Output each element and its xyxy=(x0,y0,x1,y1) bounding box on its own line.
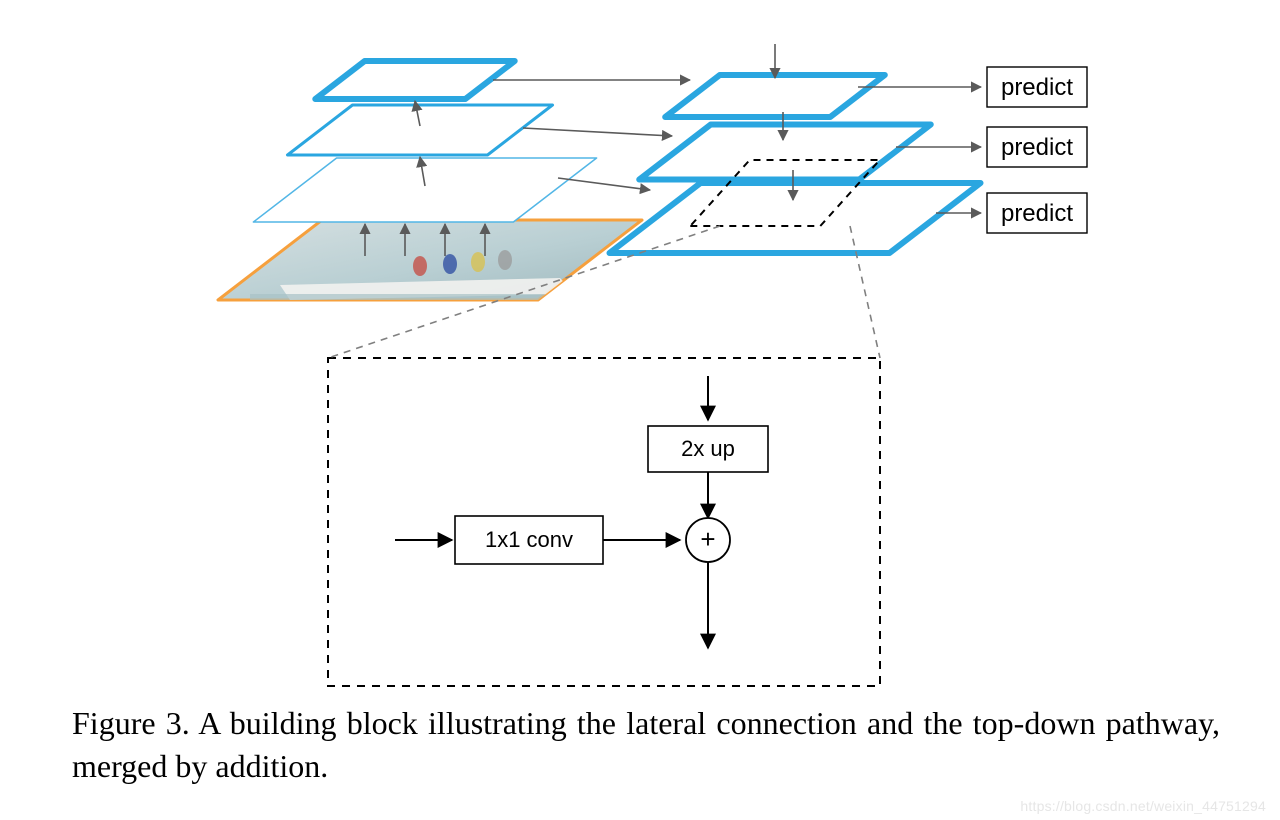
zoom-source-box xyxy=(690,160,879,226)
lateral-arrow-1 xyxy=(523,128,672,136)
left-layer-3 xyxy=(315,61,514,99)
right-layer-0 xyxy=(610,183,981,253)
left-layer-1 xyxy=(253,158,596,222)
figure-svg: predict predict predict 1x1 conv 2x up + xyxy=(0,0,1280,700)
watermark-text: https://blog.csdn.net/weixin_44751294 xyxy=(1020,798,1266,814)
detail-box xyxy=(328,358,880,686)
predict-label-2: predict xyxy=(1001,200,1073,227)
conv-label: 1x1 conv xyxy=(485,527,573,552)
predict-label-0: predict xyxy=(1001,74,1073,101)
upsample-label: 2x up xyxy=(681,436,735,461)
right-layer-2 xyxy=(665,75,885,117)
plus-label: + xyxy=(700,524,715,554)
left-layer-2 xyxy=(288,105,553,155)
right-layer-1 xyxy=(639,125,931,180)
figure-caption: Figure 3. A building block illustrating … xyxy=(72,702,1220,788)
lateral-arrow-2 xyxy=(558,178,650,190)
zoom-connector-1 xyxy=(850,226,880,358)
predict-label-1: predict xyxy=(1001,134,1073,161)
